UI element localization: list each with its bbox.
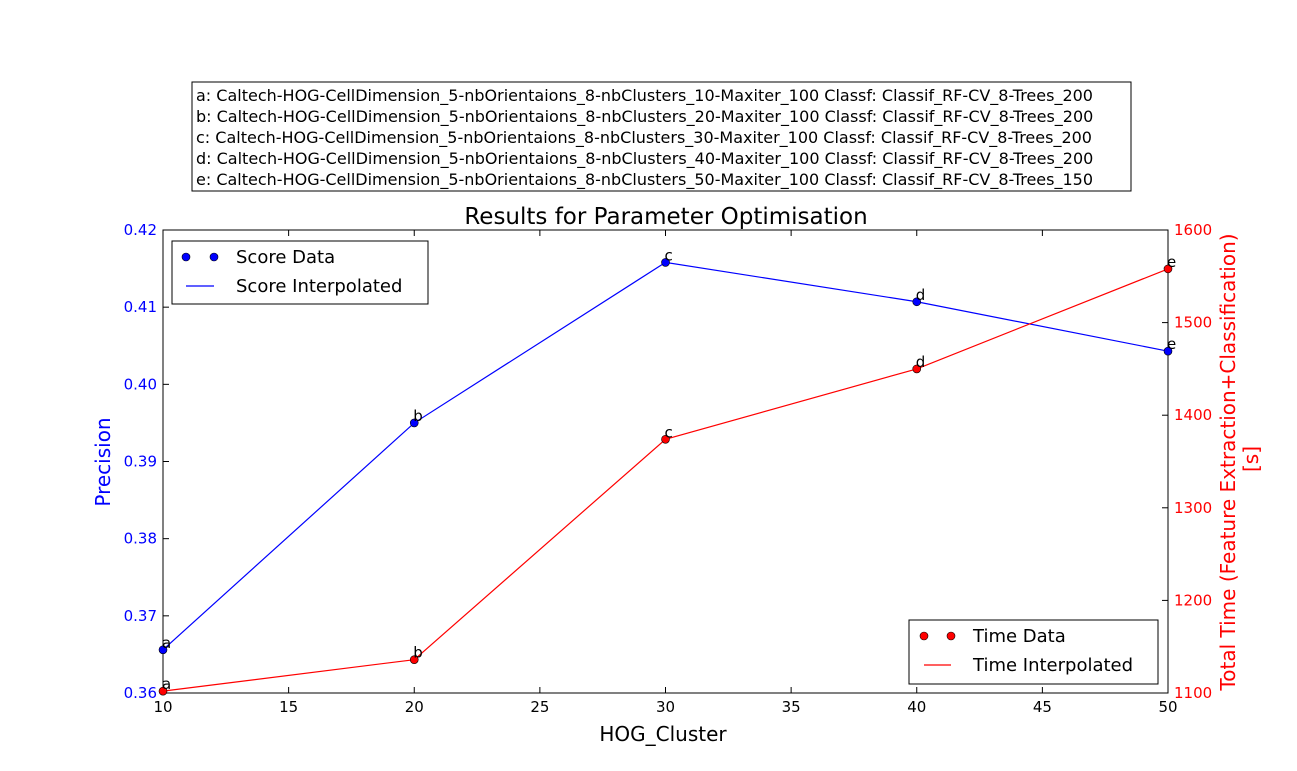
left-tick-label: 0.36 <box>124 684 157 702</box>
x-axis: 10 15 20 25 30 35 40 45 50 <box>153 230 1178 716</box>
score-point <box>661 258 670 267</box>
parameter-info-line-a: a: Caltech-HOG-CellDimension_5-nbOrienta… <box>196 86 1093 106</box>
chart-title: Results for Parameter Optimisation <box>464 204 867 230</box>
parameter-info-line-e: e: Caltech-HOG-CellDimension_5-nbOrienta… <box>196 170 1093 190</box>
right-tick-label: 1300 <box>1174 499 1212 517</box>
parameter-info-frame <box>191 81 1132 192</box>
left-tick-label: 0.42 <box>124 221 157 239</box>
time-legend-interpolated-label: Time Interpolated <box>972 655 1133 676</box>
time-point-label: e <box>1167 253 1176 271</box>
x-tick-label: 20 <box>405 698 424 716</box>
score-legend-marker <box>209 252 219 262</box>
time-legend-marker <box>919 631 929 641</box>
left-tick-label: 0.40 <box>124 375 157 393</box>
x-tick-label: 25 <box>530 698 549 716</box>
right-tick-label: 1500 <box>1174 314 1212 332</box>
time-point-label: c <box>665 423 673 441</box>
time-point <box>409 655 419 664</box>
score-point <box>912 297 922 307</box>
score-legend-data-label: Score Data <box>236 247 335 268</box>
left-tick-label: 0.37 <box>124 607 157 625</box>
x-tick-label: 35 <box>782 698 801 716</box>
right-tick-label: 1100 <box>1174 684 1212 702</box>
parameter-info-line-b: b: Caltech-HOG-CellDimension_5-nbOrienta… <box>196 107 1093 127</box>
right-tick-label: 1400 <box>1174 406 1212 424</box>
left-axis-title: Precision <box>91 417 115 506</box>
score-point <box>1163 346 1173 356</box>
left-tick-label: 0.39 <box>124 453 157 471</box>
score-point-label: b <box>413 407 423 425</box>
right-y-axis: 1100 1200 1300 1400 1500 1600 <box>1162 221 1212 702</box>
parameter-info-line-d: d: Caltech-HOG-CellDimension_5-nbOrienta… <box>196 149 1093 169</box>
time-legend-data-label: Time Data <box>972 626 1066 647</box>
time-legend-frame <box>908 619 1159 685</box>
score-legend-marker <box>181 252 191 262</box>
left-tick-label: 0.41 <box>124 298 157 316</box>
x-tick-label: 15 <box>279 698 298 716</box>
time-point <box>158 686 168 696</box>
score-point-label: c <box>665 246 673 264</box>
score-point <box>409 418 419 428</box>
time-point-label: a <box>162 675 171 693</box>
time-legend: Time Data Time Interpolated <box>908 619 1159 685</box>
time-point <box>912 364 922 374</box>
x-axis-title: HOG_Cluster <box>599 722 727 746</box>
time-point <box>661 434 670 444</box>
right-axis-title-line2: [s] <box>1239 446 1263 472</box>
score-legend: Score Data Score Interpolated <box>171 240 429 305</box>
score-point-label: d <box>916 286 926 304</box>
x-tick-label: 50 <box>1158 698 1177 716</box>
x-tick-label: 10 <box>153 698 172 716</box>
x-tick-label: 30 <box>656 698 675 716</box>
score-point-label: e <box>1167 335 1176 353</box>
plot-area <box>162 229 1169 694</box>
time-point-label: d <box>916 353 926 371</box>
parameter-info-line-c: c: Caltech-HOG-CellDimension_5-nbOrienta… <box>196 128 1092 148</box>
score-series: a b c d e <box>158 246 1176 655</box>
left-y-axis: 0.36 0.37 0.38 0.39 0.40 0.41 0.42 <box>124 221 169 702</box>
x-tick-label: 40 <box>907 698 926 716</box>
right-axis-title-line1: Total Time (Feature Extraction+Classific… <box>1216 233 1240 691</box>
x-tick-label: 45 <box>1033 698 1052 716</box>
score-legend-frame <box>171 240 429 305</box>
time-series: a b c d e <box>158 253 1176 696</box>
score-legend-interpolated-label: Score Interpolated <box>236 276 402 297</box>
score-point <box>158 645 168 655</box>
time-legend-marker <box>946 631 956 641</box>
right-tick-label: 1600 <box>1174 221 1212 239</box>
left-tick-label: 0.38 <box>124 530 157 548</box>
time-point-label: b <box>413 644 423 662</box>
time-point <box>1163 264 1173 274</box>
score-point-label: a <box>162 634 171 652</box>
right-tick-label: 1200 <box>1174 591 1212 609</box>
parameter-info-box: a: Caltech-HOG-CellDimension_5-nbOrienta… <box>191 81 1132 192</box>
